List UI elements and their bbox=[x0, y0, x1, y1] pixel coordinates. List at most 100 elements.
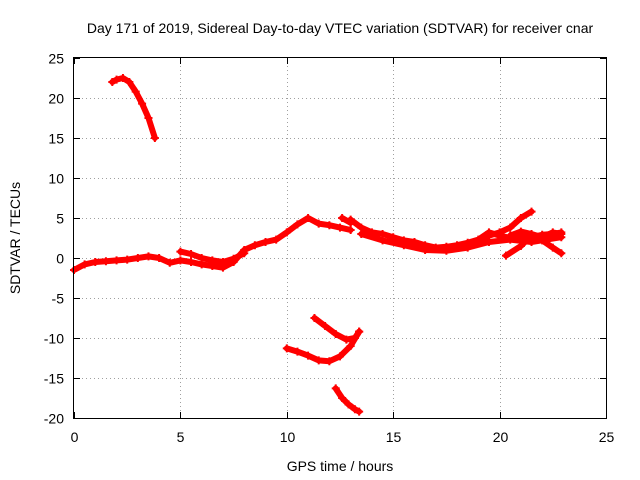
data-point bbox=[133, 254, 142, 262]
data-point bbox=[91, 258, 100, 266]
data-point bbox=[125, 78, 134, 86]
data-point bbox=[321, 322, 330, 330]
data-point bbox=[501, 251, 510, 260]
data-point bbox=[310, 314, 319, 322]
x-tick-label: 10 bbox=[280, 429, 296, 445]
data-point bbox=[80, 260, 89, 269]
data-point bbox=[101, 257, 110, 266]
chart-title: Day 171 of 2019, Sidereal Day-to-day VTE… bbox=[87, 20, 594, 36]
y-tick-label: -15 bbox=[44, 371, 64, 387]
y-tick-label: 15 bbox=[48, 131, 64, 147]
x-tick-label: 20 bbox=[493, 429, 509, 445]
data-point bbox=[282, 344, 291, 353]
y-axis-label: SDTVAR / TECUs bbox=[7, 182, 23, 294]
data-point bbox=[516, 227, 525, 236]
plot-border bbox=[73, 57, 607, 419]
x-tick-label: 0 bbox=[71, 429, 79, 445]
data-point bbox=[442, 246, 451, 255]
data-point bbox=[355, 327, 364, 336]
series-line bbox=[475, 208, 535, 245]
y-tick-label: -20 bbox=[44, 411, 64, 427]
data-point bbox=[357, 230, 366, 238]
data-point bbox=[495, 228, 504, 237]
data-point bbox=[342, 335, 351, 344]
data-point bbox=[314, 356, 323, 365]
x-tick-label: 15 bbox=[386, 429, 402, 445]
data-point bbox=[336, 223, 344, 232]
data-point bbox=[331, 330, 340, 338]
data-point bbox=[338, 214, 347, 222]
data-point bbox=[527, 230, 536, 238]
data-point bbox=[218, 258, 227, 266]
data-point bbox=[282, 228, 291, 237]
data-point bbox=[344, 400, 353, 409]
x-tick-label: 25 bbox=[599, 429, 615, 445]
data-point bbox=[293, 347, 302, 356]
data-point bbox=[314, 219, 323, 228]
data-point bbox=[378, 236, 387, 245]
data-point bbox=[350, 334, 359, 342]
data-point bbox=[208, 256, 217, 265]
tick-layer: 0 5 10 15 20 25 -20 -15 -10 -5 0 5 10 15 20 25 bbox=[44, 51, 615, 446]
data-point bbox=[150, 134, 159, 142]
data-point bbox=[463, 243, 472, 252]
x-axis-label: GPS time / hours bbox=[287, 458, 394, 474]
data-point bbox=[187, 258, 196, 266]
data-point bbox=[261, 238, 270, 246]
series-line bbox=[311, 315, 363, 343]
x-tick-label: 5 bbox=[177, 429, 185, 445]
data-point bbox=[144, 252, 153, 261]
data-point bbox=[240, 249, 249, 258]
series-layer bbox=[70, 74, 566, 416]
data-point bbox=[506, 231, 515, 240]
data-point bbox=[293, 220, 302, 229]
data-point bbox=[538, 233, 547, 242]
data-point bbox=[123, 255, 132, 264]
data-point bbox=[112, 256, 121, 265]
data-point bbox=[176, 256, 185, 265]
data-point bbox=[346, 226, 355, 234]
data-point bbox=[516, 214, 525, 222]
y-tick-label: -5 bbox=[52, 291, 65, 307]
data-point bbox=[131, 87, 140, 96]
data-point bbox=[548, 228, 557, 237]
data-point bbox=[516, 242, 525, 250]
data-point bbox=[527, 207, 536, 216]
data-point bbox=[325, 357, 334, 366]
data-point bbox=[229, 254, 238, 263]
data-point bbox=[250, 241, 259, 250]
data-point bbox=[144, 114, 153, 122]
data-point bbox=[108, 78, 117, 86]
data-point bbox=[325, 221, 334, 230]
data-point bbox=[557, 249, 566, 258]
data-point bbox=[155, 254, 164, 262]
data-point bbox=[336, 352, 344, 361]
data-point bbox=[548, 243, 557, 252]
data-point bbox=[118, 74, 127, 82]
data-point bbox=[484, 231, 493, 240]
data-point bbox=[557, 230, 566, 238]
y-tick-label: 0 bbox=[56, 251, 64, 267]
data-point bbox=[112, 75, 121, 84]
data-point bbox=[138, 99, 147, 108]
y-tick-label: 25 bbox=[48, 51, 64, 67]
y-tick-label: -10 bbox=[44, 331, 64, 347]
data-point bbox=[272, 235, 281, 244]
series-line bbox=[109, 75, 158, 141]
data-point bbox=[474, 238, 483, 246]
y-tick-label: 5 bbox=[56, 211, 64, 227]
data-point bbox=[399, 241, 408, 250]
y-tick-label: 10 bbox=[48, 171, 64, 187]
series-line bbox=[358, 231, 565, 254]
data-point bbox=[165, 258, 174, 267]
data-point bbox=[304, 351, 313, 360]
data-point bbox=[346, 218, 355, 227]
data-point bbox=[331, 384, 340, 393]
data-point bbox=[350, 405, 359, 414]
y-tick-label: 20 bbox=[48, 91, 64, 107]
data-point bbox=[355, 407, 364, 416]
data-point bbox=[176, 247, 185, 256]
data-point bbox=[506, 223, 515, 232]
data-point bbox=[304, 214, 313, 222]
data-point bbox=[338, 394, 347, 402]
